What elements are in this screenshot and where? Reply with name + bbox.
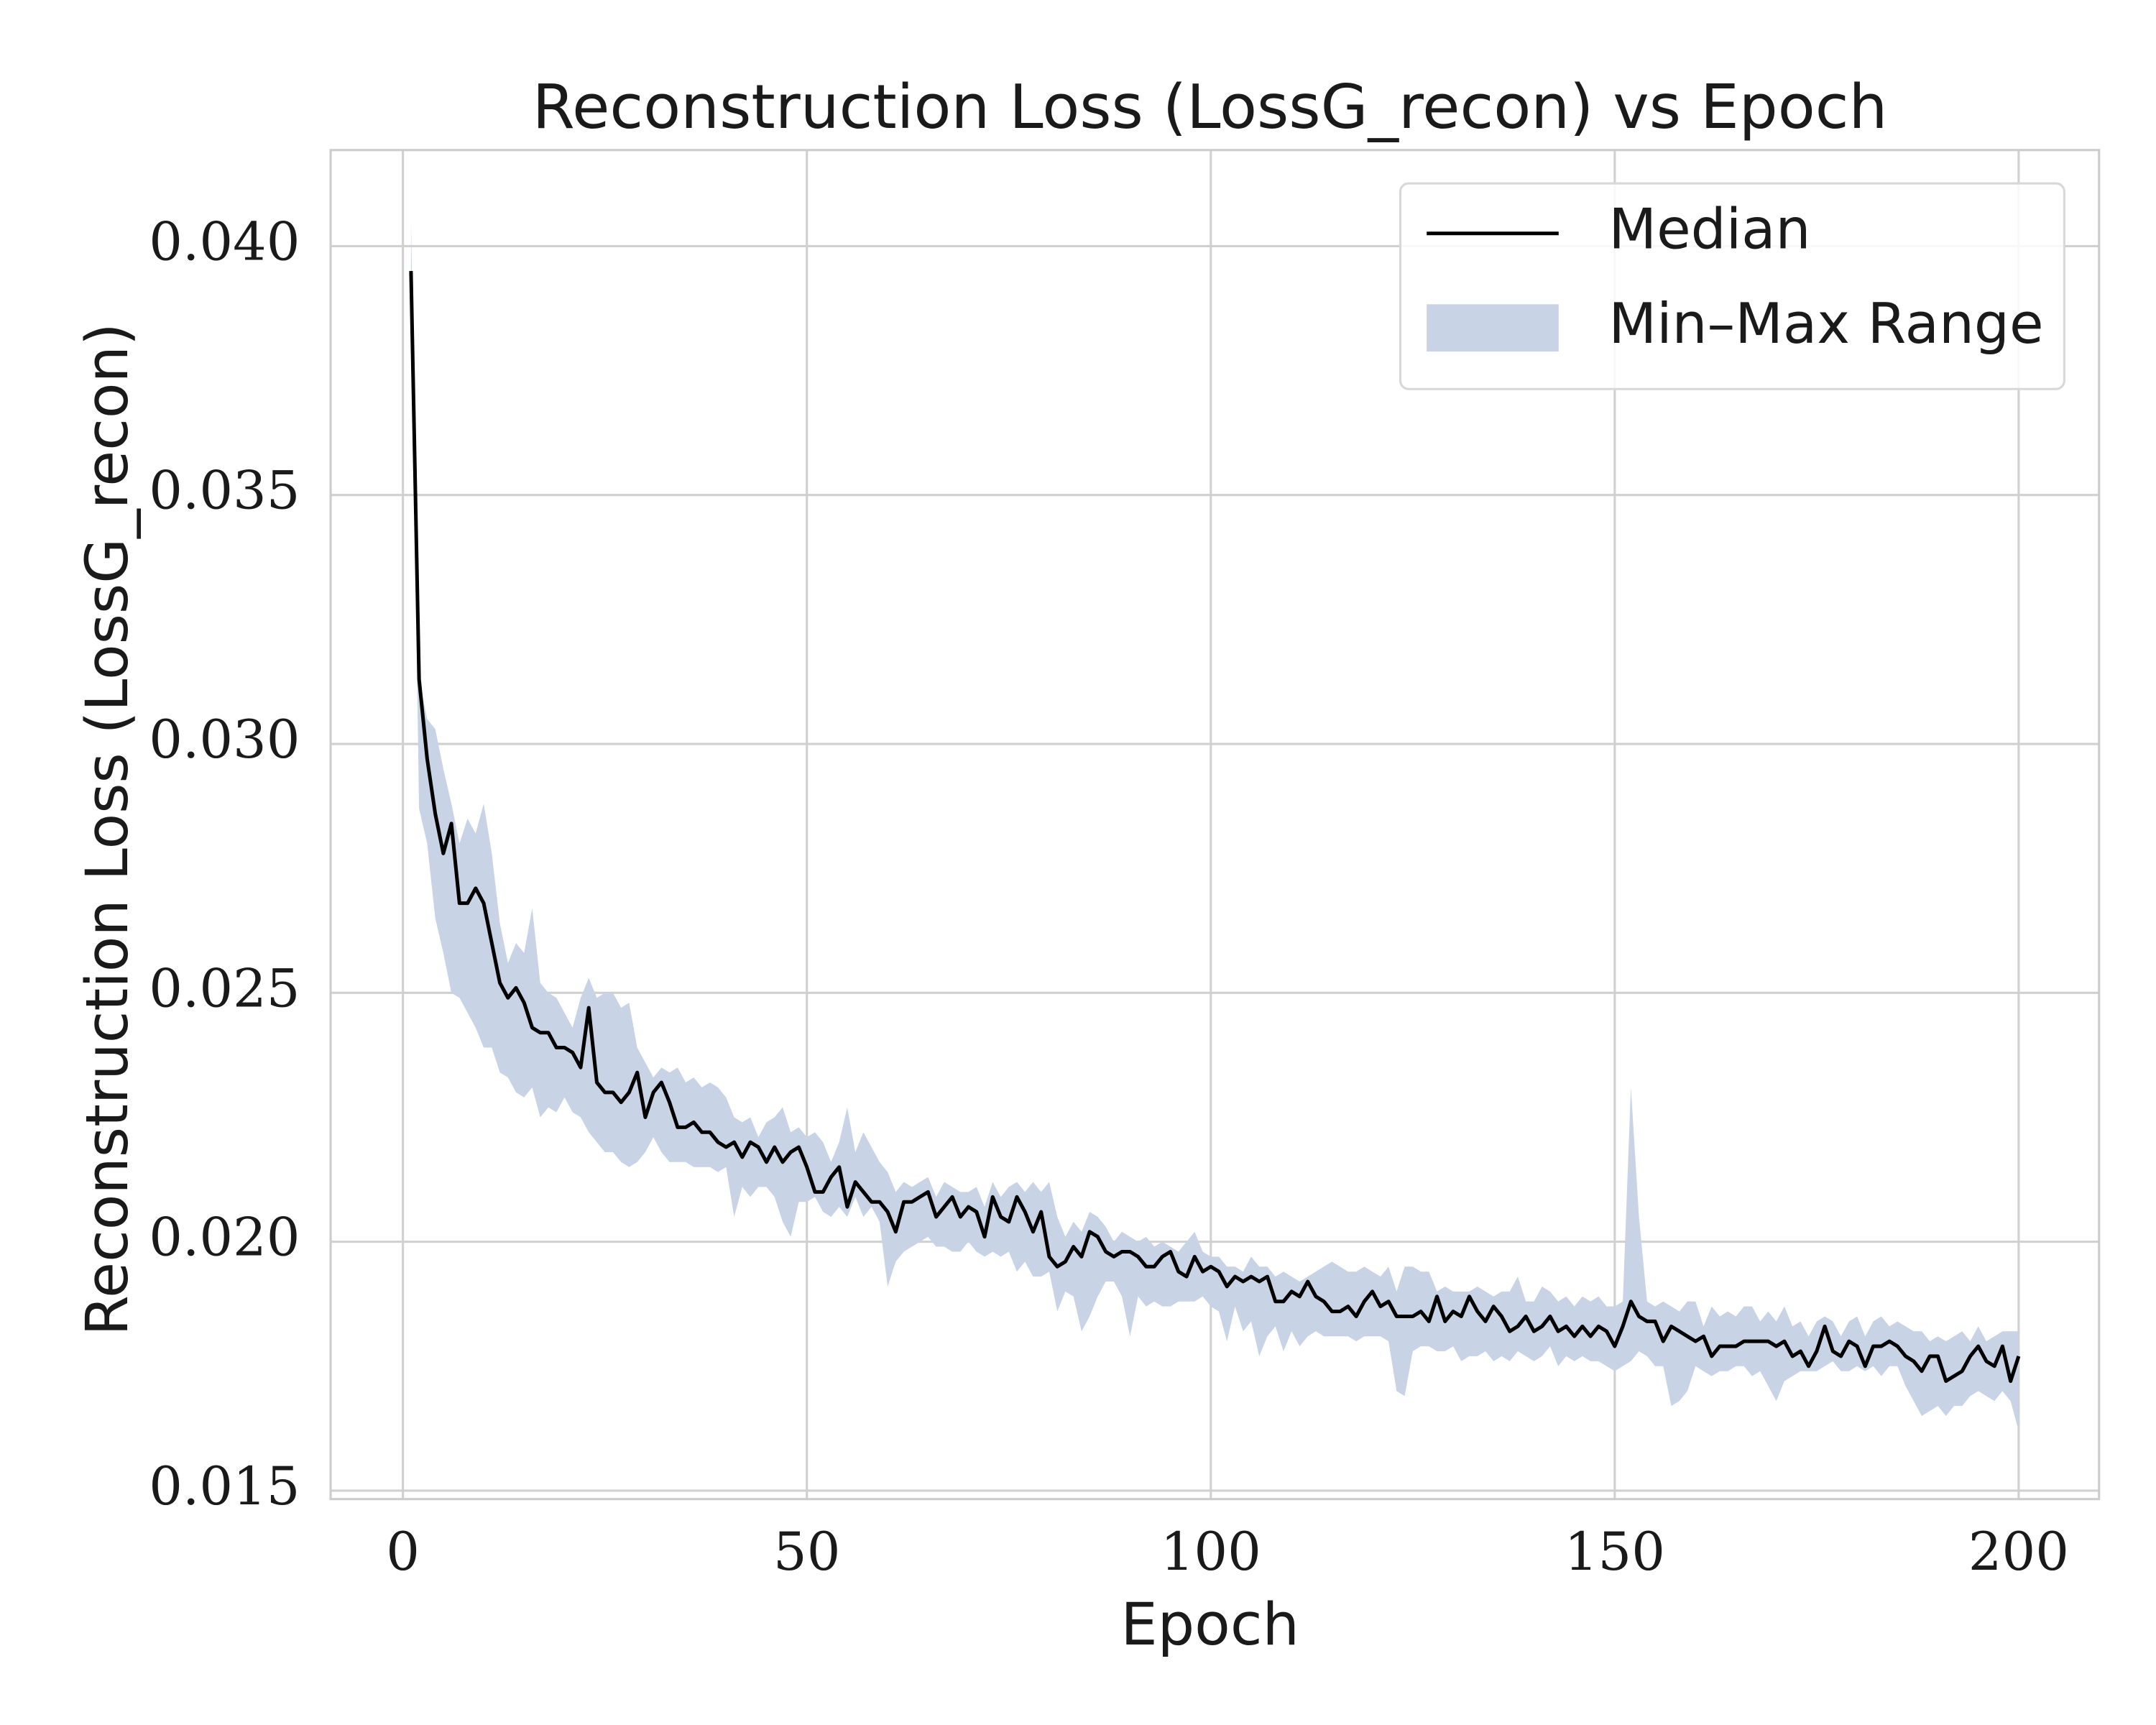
x-tick-label: 50: [773, 1522, 840, 1583]
legend: Median Min–Max Range: [1399, 182, 2065, 390]
x-tick-label: 0: [386, 1522, 420, 1583]
y-tick-label: 0.025: [149, 958, 300, 1019]
x-tick-label: 200: [1968, 1522, 2069, 1583]
y-tick-label: 0.040: [149, 211, 300, 272]
y-tick-label: 0.020: [149, 1208, 300, 1269]
x-tick-label: 100: [1161, 1522, 1261, 1583]
chart-title: Reconstruction Loss (LossG_recon) vs Epo…: [533, 72, 1888, 143]
x-tick-label: 150: [1565, 1522, 1665, 1583]
y-axis-label: Reconstruction Loss (LossG_recon): [74, 323, 142, 1335]
ticks: 0 50 100 150 200 0.015 0.020 0.025 0.030 0.035 0.0…: [149, 211, 2069, 1583]
x-axis-label: Epoch: [1120, 1591, 1299, 1659]
y-tick-label: 0.015: [149, 1456, 300, 1517]
y-tick-label: 0.030: [149, 709, 300, 770]
legend-label: Min–Max Range: [1608, 292, 2043, 356]
median-line: [409, 271, 2021, 1384]
legend-label: Median: [1608, 198, 1810, 262]
axes-frame: [329, 149, 2101, 1501]
legend-box: [1399, 182, 2065, 390]
y-tick-label: 0.035: [149, 461, 300, 522]
legend-band-swatch: [1427, 304, 1559, 352]
plot-area: [409, 221, 2021, 1431]
